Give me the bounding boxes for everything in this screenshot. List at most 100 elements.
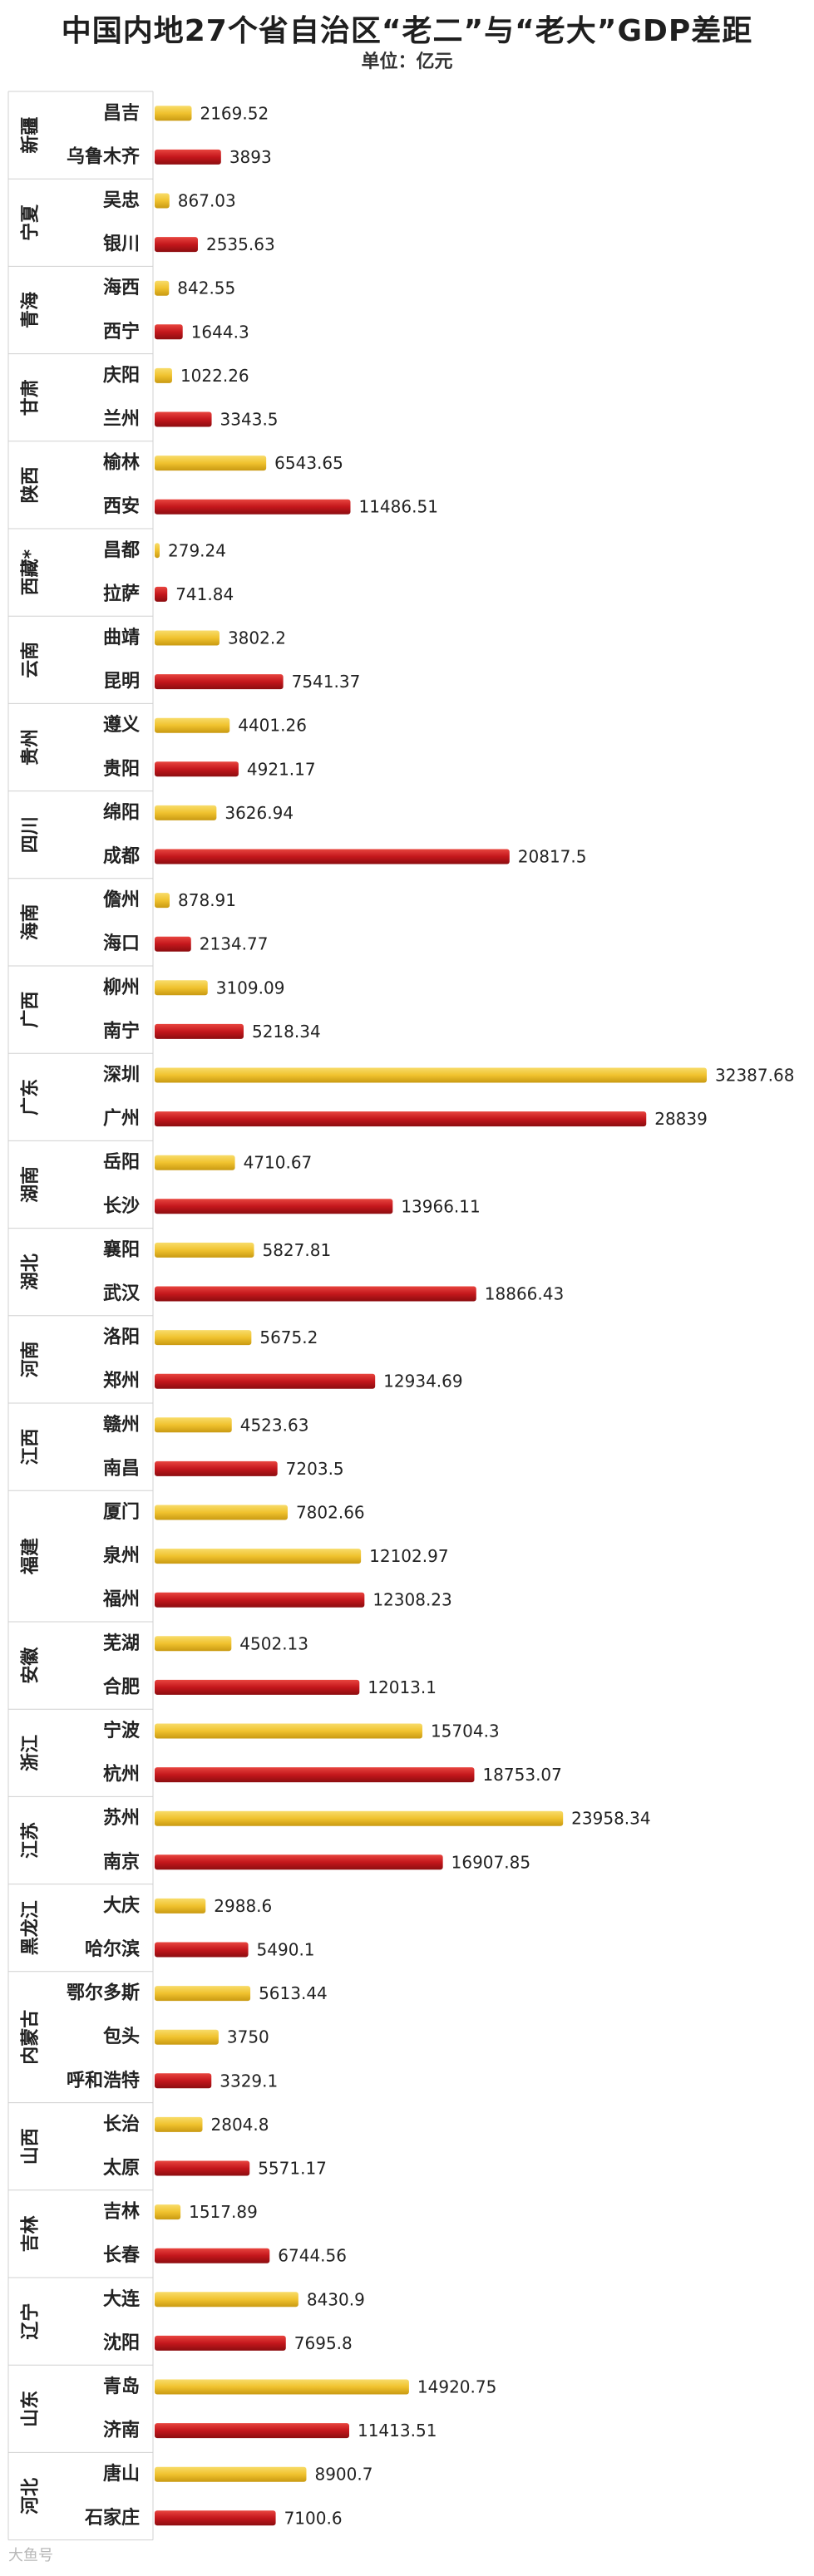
value-label: 5218.34: [252, 1022, 321, 1042]
bar-second: [155, 1549, 362, 1564]
bar-first: [155, 586, 168, 602]
city-label: 昆明: [103, 672, 140, 692]
region-label: 云南: [21, 642, 42, 678]
region-label: 黑龙江: [21, 1900, 42, 1955]
region-label: 山西: [21, 2128, 42, 2165]
city-label: 成都: [103, 846, 140, 867]
value-label: 3109.09: [216, 978, 285, 997]
value-label: 3343.5: [220, 410, 279, 430]
value-label: 1022.26: [180, 366, 249, 386]
bar-second: [155, 1155, 235, 1170]
watermark: 大鱼号: [8, 2547, 53, 2564]
bar-second: [155, 717, 230, 733]
region-label: 四川: [21, 816, 42, 853]
bar-second: [155, 1330, 252, 1346]
bar-first: [155, 2335, 286, 2351]
bar-first: [155, 1111, 647, 1127]
bar-second: [155, 2292, 298, 2308]
city-label: 柳州: [103, 977, 140, 998]
city-label: 太原: [103, 2158, 140, 2179]
city-label: 郑州: [103, 1371, 140, 1391]
city-label: 长治: [103, 2113, 140, 2135]
city-label: 绵阳: [103, 801, 140, 823]
bar-second: [155, 805, 217, 820]
value-label: 16907.85: [451, 1852, 530, 1872]
value-label: 279.24: [168, 540, 226, 560]
bar-second: [155, 893, 170, 909]
bar-first: [155, 237, 198, 253]
region-label: 安徽: [20, 1647, 42, 1684]
city-label: 海西: [103, 277, 140, 298]
value-label: 1644.3: [191, 322, 249, 342]
city-label: 泉州: [103, 1545, 140, 1567]
region-label: 浙江: [21, 1735, 42, 1771]
value-label: 4401.26: [238, 716, 307, 736]
region-label: 广东: [20, 1079, 42, 1116]
value-label: 7695.8: [294, 2333, 353, 2353]
city-label: 海口: [103, 933, 140, 954]
bar-first: [155, 1942, 249, 1958]
city-label: 榆林: [103, 452, 140, 474]
city-label: 杭州: [103, 1764, 140, 1785]
value-label: 878.91: [178, 890, 236, 910]
value-label: 14920.75: [417, 2377, 496, 2397]
city-label: 包头: [103, 2026, 140, 2047]
value-label: 8900.7: [314, 2465, 372, 2485]
city-label: 武汉: [103, 1283, 141, 1304]
bar-second: [155, 980, 208, 996]
bar-first: [155, 1679, 360, 1695]
city-label: 广州: [103, 1108, 140, 1130]
region-label: 福建: [21, 1538, 42, 1575]
city-label: 吴忠: [103, 190, 140, 211]
bar-first: [155, 674, 284, 690]
region-label: 湖南: [21, 1166, 42, 1203]
city-label: 济南: [103, 2420, 140, 2441]
value-label: 32387.68: [715, 1066, 794, 1086]
value-label: 7203.5: [286, 1459, 344, 1479]
value-label: 20817.5: [518, 847, 587, 867]
bar-first: [155, 2160, 250, 2176]
city-label: 南京: [103, 1851, 140, 1873]
value-label: 2169.52: [200, 103, 269, 123]
bar-second: [155, 2379, 409, 2395]
value-label: 5490.1: [257, 1940, 315, 1960]
bar-second: [155, 1636, 232, 1652]
region-label: 河北: [21, 2478, 42, 2514]
city-label: 长沙: [103, 1196, 140, 1217]
bar-second: [155, 1723, 422, 1739]
city-label: 乌鲁木齐: [67, 145, 141, 167]
bar-second: [155, 193, 170, 209]
value-label: 741.84: [175, 584, 234, 604]
city-label: 芜湖: [103, 1633, 140, 1654]
bar-first: [155, 936, 191, 952]
value-label: 7541.37: [292, 672, 361, 692]
city-label: 西宁: [103, 321, 140, 342]
region-label: 吉林: [20, 2215, 42, 2252]
city-label: 吉林: [103, 2201, 140, 2223]
region-label: 江西: [21, 1429, 42, 1465]
city-label: 庆阳: [103, 364, 140, 386]
city-label: 遵义: [103, 714, 140, 736]
city-label: 岳阳: [103, 1152, 140, 1173]
value-label: 2535.63: [206, 234, 275, 254]
bar-second: [155, 1067, 707, 1083]
city-label: 大庆: [103, 1894, 140, 1916]
bar-second: [155, 2116, 203, 2132]
city-label: 昌都: [103, 540, 140, 561]
city-label: 鄂尔多斯: [67, 1982, 140, 2004]
city-label: 拉萨: [103, 583, 140, 604]
region-label: 河南: [21, 1341, 42, 1377]
city-label: 合肥: [103, 1676, 140, 1697]
bar-second: [155, 1505, 288, 1520]
value-label: 2134.77: [200, 934, 269, 954]
bar-first: [155, 1023, 244, 1039]
value-label: 28839: [654, 1109, 708, 1129]
bar-second: [155, 1898, 206, 1914]
bar-first: [155, 1460, 278, 1476]
city-label: 宁波: [103, 1720, 141, 1741]
bar-first: [155, 2510, 276, 2526]
value-label: 3750: [227, 2027, 269, 2047]
city-label: 唐山: [103, 2463, 140, 2485]
city-label: 青岛: [103, 2376, 140, 2397]
region-label: 内蒙古: [20, 2010, 42, 2065]
